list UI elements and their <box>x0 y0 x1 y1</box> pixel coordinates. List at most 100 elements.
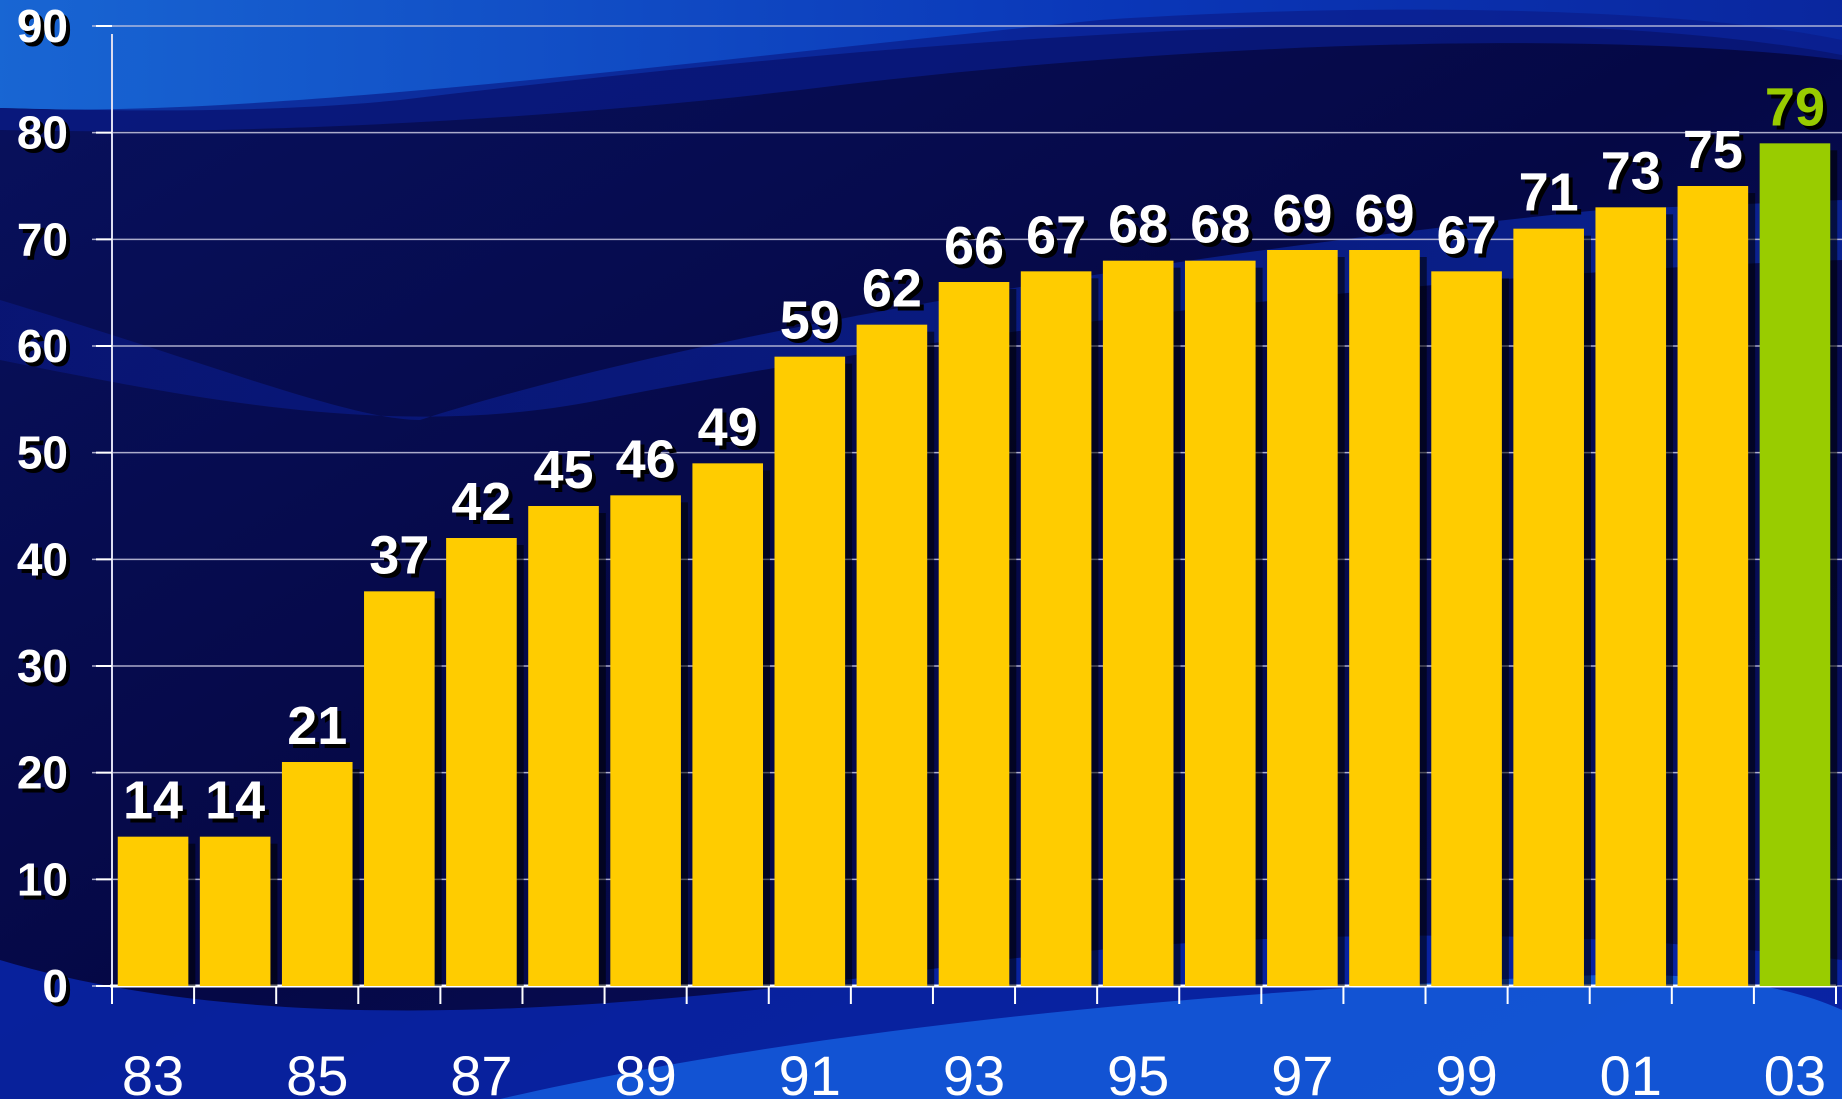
bars <box>117 143 1838 987</box>
x-tick-label-89: 89 <box>614 1044 676 1099</box>
y-tick-label-20-text: 20 <box>17 747 68 799</box>
bar-87 <box>446 538 517 986</box>
data-label-88-text: 45 <box>533 440 593 500</box>
y-tick-label-0: 00 <box>42 960 72 1016</box>
bar-97 <box>1267 250 1338 986</box>
data-label-88-shadow: 45 <box>537 444 597 504</box>
data-label-02-shadow: 75 <box>1687 124 1747 184</box>
bar-84 <box>199 836 271 986</box>
y-tick-label-30-text: 30 <box>17 640 68 692</box>
data-label-89-text: 46 <box>616 429 676 489</box>
data-label-97-shadow: 69 <box>1276 188 1336 248</box>
data-label-93-text: 66 <box>944 216 1004 276</box>
y-tick-label-30-shadow: 30 <box>21 644 72 696</box>
y-tick-label-40-shadow: 40 <box>21 537 72 589</box>
y-tick-label-60-text: 60 <box>17 320 68 372</box>
data-label-96-text: 68 <box>1190 195 1250 255</box>
bar-02 <box>1677 186 1749 986</box>
data-label-00-text: 71 <box>1519 163 1579 223</box>
data-label-95-shadow: 68 <box>1112 199 1172 259</box>
y-tick-label-20-shadow: 20 <box>21 751 72 803</box>
x-axis-tick-labels: 83 85 87 89 91 93 95 97 99 01 03 <box>122 1044 1826 1099</box>
data-label-86-shadow: 37 <box>373 529 433 589</box>
x-tick-label-83: 83 <box>122 1044 184 1099</box>
data-label-99-shadow: 67 <box>1441 209 1501 269</box>
data-label-90-text: 49 <box>698 397 758 457</box>
data-label-85-text: 21 <box>287 696 347 756</box>
data-label-03-text: 79 <box>1765 77 1825 137</box>
bar-89 <box>610 495 681 986</box>
y-tick-label-0-shadow: 0 <box>46 964 72 1016</box>
data-label-91-text: 59 <box>780 291 840 351</box>
data-label-83-shadow: 14 <box>127 775 187 835</box>
x-tick-label-01: 01 <box>1600 1044 1662 1099</box>
data-label-03-shadow: 79 <box>1769 81 1829 141</box>
bar-98 <box>1349 250 1420 986</box>
bar-86 <box>364 591 435 986</box>
bar-99 <box>1431 271 1502 986</box>
y-tick-label-80-shadow: 80 <box>21 111 72 163</box>
x-tick-label-91: 91 <box>779 1044 841 1099</box>
bar-85 <box>281 762 353 986</box>
bar-94 <box>1020 271 1092 986</box>
data-label-84-text: 14 <box>205 771 265 831</box>
data-label-93-shadow: 66 <box>948 220 1008 280</box>
data-label-85-shadow: 21 <box>291 700 351 760</box>
data-label-90-shadow: 49 <box>702 401 762 461</box>
x-tick-label-87: 87 <box>450 1044 512 1099</box>
y-tick-label-50-shadow: 50 <box>21 431 72 483</box>
data-label-94-shadow: 67 <box>1030 209 1090 269</box>
data-label-95-text: 68 <box>1108 195 1168 255</box>
data-label-98-shadow: 69 <box>1358 188 1418 248</box>
bar-01 <box>1595 207 1667 987</box>
decorative-swoosh-top-inner <box>0 9 1842 132</box>
data-label-96-shadow: 68 <box>1194 199 1254 259</box>
bar-93 <box>938 282 1010 986</box>
data-label-83-text: 14 <box>123 771 183 831</box>
decorative-swoosh-top <box>0 0 1842 111</box>
data-label-00-shadow: 71 <box>1523 167 1583 227</box>
x-tick-label-85: 85 <box>286 1044 348 1099</box>
data-label-98-text: 69 <box>1354 184 1414 244</box>
data-label-87-text: 42 <box>451 472 511 532</box>
data-label-02-text: 75 <box>1683 120 1743 180</box>
bar-95 <box>1102 260 1174 987</box>
data-label-86-text: 37 <box>369 525 429 585</box>
decorative-swoosh-bottom-light <box>500 974 1842 1099</box>
x-tick-label-03: 03 <box>1764 1044 1826 1099</box>
data-label-97-text: 69 <box>1272 184 1332 244</box>
x-tick-label-93: 93 <box>943 1044 1005 1099</box>
bar-92 <box>856 324 928 987</box>
y-tick-label-10-shadow: 10 <box>21 857 72 909</box>
y-tick-label-90-shadow: 90 <box>21 4 72 56</box>
bar-90 <box>692 463 764 986</box>
data-label-01-shadow: 73 <box>1605 145 1665 205</box>
data-label-84-shadow: 14 <box>209 775 269 835</box>
